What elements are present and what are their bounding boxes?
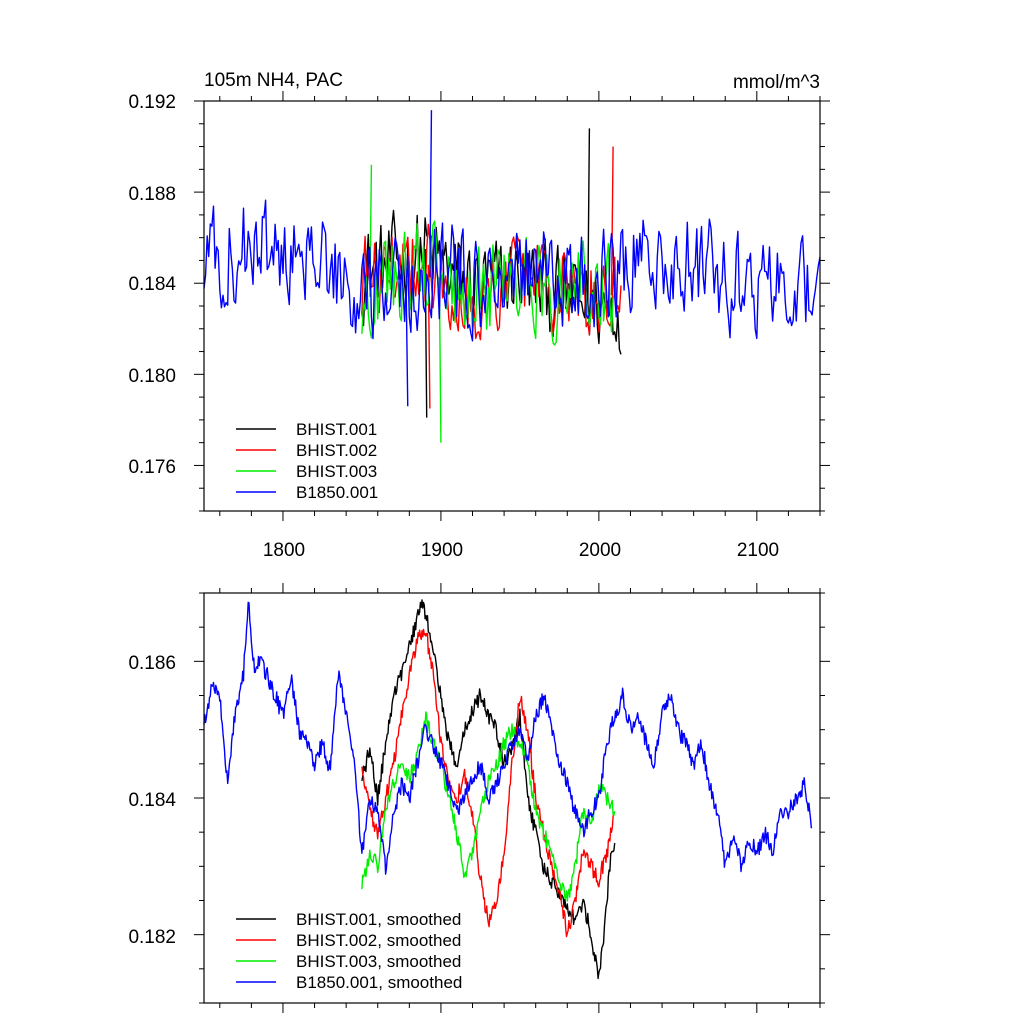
bottom-legend-label: B1850.001, smoothed <box>296 973 462 992</box>
top-x-tick-label: 2000 <box>579 540 621 561</box>
bottom-legend-label: BHIST.002, smoothed <box>296 931 461 950</box>
bottom-y-tick-label: 0.186 <box>128 653 176 674</box>
bottom-y-tick-labels: 0.186 0.184 0.182 <box>128 653 176 948</box>
series-line-4 <box>203 199 821 342</box>
top-panel: 105m NH4, PAC mmol/m^3 0.192 0.188 0.184… <box>128 70 830 561</box>
top-series-lines <box>203 110 821 443</box>
series-line-4 <box>203 601 813 875</box>
series-spike <box>405 288 409 407</box>
top-legend-label: BHIST.001 <box>296 420 377 439</box>
top-x-tick-label: 1900 <box>421 540 463 561</box>
series-line-2 <box>361 628 615 938</box>
top-title-left: 105m NH4, PAC <box>204 70 343 91</box>
bottom-ticks <box>194 583 830 1013</box>
top-y-tick-label: 0.176 <box>128 457 176 478</box>
series-line-3 <box>361 220 616 346</box>
top-y-tick-label: 0.188 <box>128 184 176 205</box>
top-legend-label: BHIST.002 <box>296 441 377 460</box>
top-x-tick-labels: 1800 1900 2000 2100 <box>263 540 779 561</box>
top-title-right: mmol/m^3 <box>733 72 820 93</box>
series-line-3 <box>361 711 616 902</box>
top-y-tick-label: 0.180 <box>128 366 176 387</box>
bottom-y-tick-label: 0.184 <box>128 790 176 811</box>
series-spike <box>610 146 614 296</box>
bottom-legend: BHIST.001, smoothed BHIST.002, smoothed … <box>236 910 462 992</box>
series-spike <box>429 110 433 278</box>
top-ticks <box>194 91 830 521</box>
top-y-tick-label: 0.184 <box>128 274 176 295</box>
top-y-tick-label: 0.192 <box>128 92 176 113</box>
top-legend: BHIST.001 BHIST.002 BHIST.003 B1850.001 <box>236 420 378 502</box>
top-x-tick-label: 1800 <box>263 540 305 561</box>
bottom-legend-label: BHIST.001, smoothed <box>296 910 461 929</box>
top-y-tick-labels: 0.192 0.188 0.184 0.180 0.176 <box>128 92 176 478</box>
bottom-panel: 0.186 0.184 0.182 BHIST.001, smoothed BH… <box>128 583 830 1013</box>
bottom-y-tick-label: 0.182 <box>128 927 176 948</box>
top-x-tick-label: 2100 <box>737 540 779 561</box>
series-spike <box>587 128 591 303</box>
top-legend-label: BHIST.003 <box>296 462 377 481</box>
top-legend-label: B1850.001 <box>296 483 378 502</box>
bottom-legend-label: BHIST.003, smoothed <box>296 952 461 971</box>
bottom-series-lines <box>203 599 813 980</box>
